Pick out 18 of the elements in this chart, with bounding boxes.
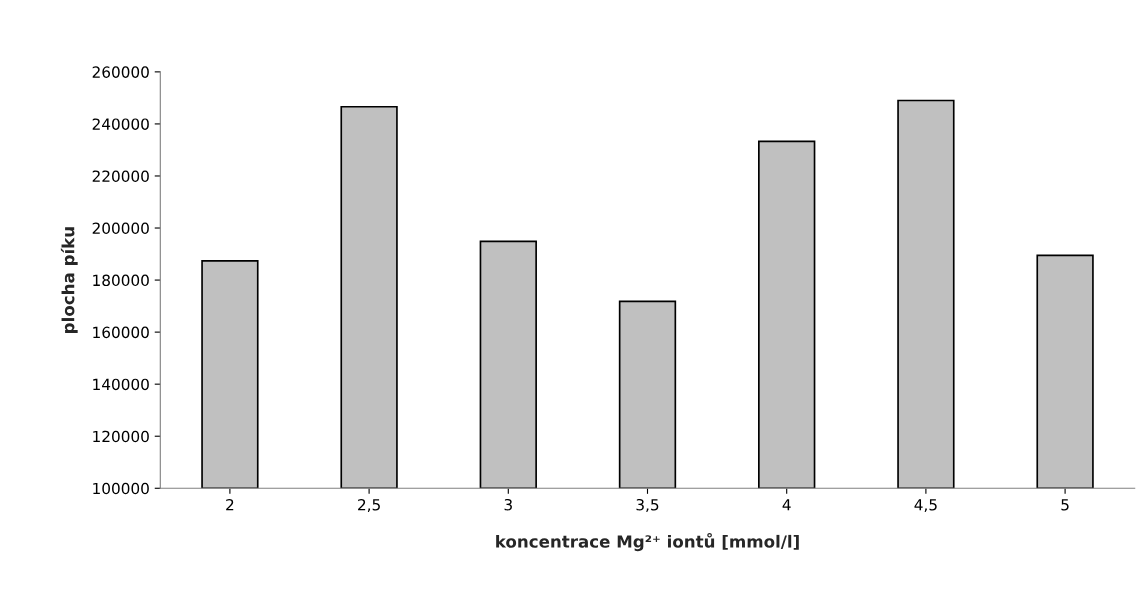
y-tick-label: 120000	[93, 430, 149, 443]
y-tick-label: 180000	[93, 274, 149, 287]
x-tick-label: 4,5	[914, 499, 937, 513]
x-tick-label: 3,5	[636, 498, 659, 513]
x-tick-label: 2,5	[358, 498, 380, 513]
y-axis-title: plocha píku	[60, 227, 78, 333]
y-tick-label: 240000	[92, 118, 149, 130]
y-tick-label: 140000	[93, 378, 149, 391]
y-tick-label: 160000	[93, 326, 149, 339]
y-tick-label: 100000	[93, 482, 149, 495]
x-tick-label: 2	[226, 498, 234, 511]
y-tick-label: 220000	[92, 170, 149, 182]
x-tick-label: 5	[1061, 499, 1069, 511]
x-tick-label: 3	[504, 498, 512, 511]
y-tick-label: 260000	[92, 66, 149, 78]
x-tick-label: 4	[782, 499, 791, 511]
x-axis-title: koncentrace Mg²⁺ iontů [mmol/l]	[496, 532, 799, 552]
y-tick-label: 200000	[92, 222, 149, 235]
